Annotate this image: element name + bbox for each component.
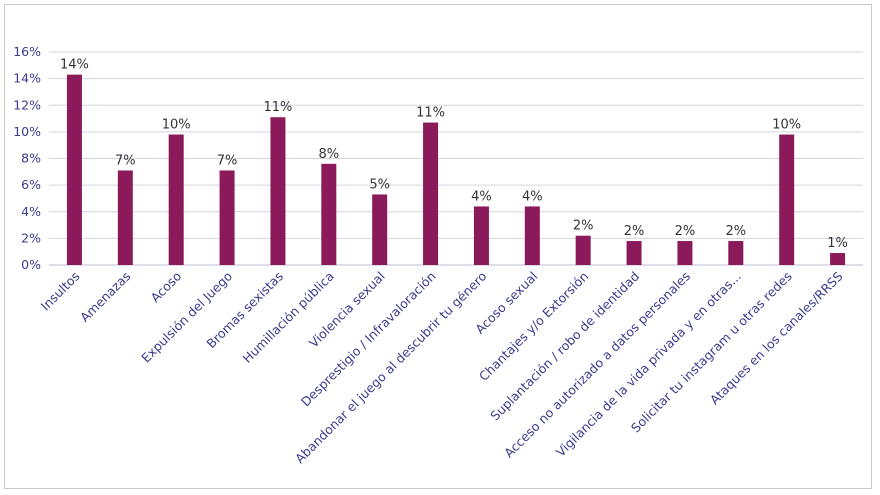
data-label: 7%: [217, 153, 238, 168]
bar: [219, 170, 235, 265]
y-tick-label: 0%: [21, 257, 41, 272]
data-label: 2%: [573, 219, 594, 234]
data-label: 11%: [263, 100, 292, 115]
data-label: 2%: [726, 224, 747, 239]
bar: [728, 241, 744, 265]
data-label: 2%: [675, 224, 696, 239]
data-label: 10%: [772, 118, 801, 133]
bar: [270, 117, 286, 265]
bar: [66, 74, 82, 265]
bar: [779, 134, 795, 265]
bar: [321, 163, 337, 265]
bar: [524, 206, 540, 265]
x-tick-label: Acceso no autorizado a datos personales: [501, 269, 693, 461]
y-tick-label: 8%: [21, 151, 41, 166]
data-label: 10%: [162, 118, 191, 133]
x-tick-label: Insultos: [38, 269, 83, 314]
data-label: 7%: [115, 153, 136, 168]
data-label: 11%: [416, 106, 445, 121]
chart-frame: 0% 2% 4% 6% 8% 10% 12% 14% 16% 14% Insultos 7% Amena…: [4, 4, 872, 489]
data-label: 4%: [522, 189, 543, 204]
data-label: 5%: [369, 177, 390, 192]
bar: [168, 134, 184, 265]
data-label: 8%: [319, 147, 340, 162]
bar: [423, 122, 439, 266]
y-tick-label: 14%: [13, 71, 41, 86]
bar: [830, 253, 846, 265]
bar: [677, 241, 693, 265]
bar: [626, 241, 642, 265]
y-tick-label: 4%: [21, 204, 41, 219]
x-tick-label: Vigilancia de la vida privada y en otras…: [553, 269, 744, 460]
x-tick-label: Acoso: [148, 269, 185, 306]
bar: [117, 170, 133, 265]
bar: [473, 206, 489, 265]
y-tick-label: 2%: [21, 230, 41, 245]
y-tick-label: 6%: [21, 177, 41, 192]
x-tick-label: Humillación pública: [240, 269, 337, 366]
x-tick-label: Abandonar el juego al descubrir tu géner…: [292, 269, 490, 467]
y-tick-label: 10%: [13, 124, 41, 139]
data-label: 4%: [471, 189, 492, 204]
bar: [575, 235, 591, 265]
y-tick-label: 12%: [13, 97, 41, 112]
x-tick-label: Amenazas: [77, 269, 133, 325]
y-tick-label: 16%: [13, 44, 41, 59]
data-label: 14%: [60, 58, 89, 73]
data-label: 2%: [624, 224, 645, 239]
x-tick-label: Expulsión del Juego: [138, 269, 235, 366]
bar-chart: 0% 2% 4% 6% 8% 10% 12% 14% 16% 14% Insultos 7% Amena…: [13, 44, 863, 467]
bar: [372, 194, 388, 265]
data-label: 1%: [827, 236, 848, 251]
